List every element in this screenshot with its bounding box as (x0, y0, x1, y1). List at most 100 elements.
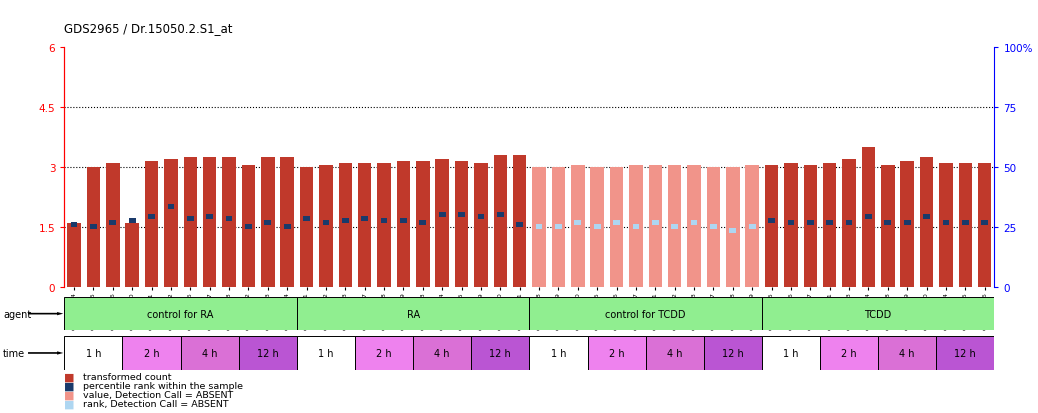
Bar (106, 163, 119, 287)
Text: agent: agent (3, 309, 31, 319)
Text: 1 h: 1 h (319, 348, 333, 358)
Bar (455, 161, 468, 287)
Bar (745, 165, 759, 287)
Bar (555, 225, 562, 230)
Text: control for TCDD: control for TCDD (605, 309, 686, 319)
Bar (807, 221, 814, 226)
Bar (297, 337, 355, 370)
Bar (323, 221, 329, 226)
Text: 2 h: 2 h (608, 348, 625, 358)
Bar (144, 161, 159, 287)
Text: RA: RA (407, 309, 419, 319)
Bar (497, 213, 503, 218)
Bar (225, 216, 233, 222)
Bar (862, 147, 875, 287)
Bar (707, 167, 720, 287)
Text: GDS2965 / Dr.15050.2.S1_at: GDS2965 / Dr.15050.2.S1_at (64, 22, 233, 35)
Bar (646, 337, 704, 370)
Bar (672, 225, 678, 230)
Text: 12 h: 12 h (490, 348, 511, 358)
Bar (710, 225, 717, 230)
Text: value, Detection Call = ABSENT: value, Detection Call = ABSENT (83, 390, 234, 399)
Bar (458, 213, 465, 218)
Bar (207, 215, 213, 220)
Bar (788, 221, 794, 226)
Bar (939, 163, 953, 287)
Bar (222, 157, 236, 287)
Bar (71, 223, 78, 228)
Bar (943, 221, 950, 226)
Bar (184, 157, 197, 287)
Bar (762, 337, 820, 370)
Bar (574, 221, 581, 226)
Bar (265, 221, 271, 226)
Bar (148, 215, 155, 220)
Bar (784, 163, 798, 287)
Bar (64, 297, 297, 330)
Bar (303, 216, 310, 222)
Bar (419, 221, 427, 226)
Bar (878, 337, 936, 370)
Bar (613, 221, 620, 226)
Bar (962, 221, 968, 226)
Bar (381, 218, 387, 224)
Bar (319, 165, 333, 287)
Bar (355, 337, 413, 370)
Bar (981, 221, 988, 226)
Bar (439, 213, 445, 218)
Text: 1 h: 1 h (784, 348, 798, 358)
Bar (202, 157, 217, 287)
Bar (126, 223, 139, 287)
Bar (187, 216, 194, 222)
Bar (342, 218, 349, 224)
Bar (820, 337, 878, 370)
Bar (261, 157, 275, 287)
Text: 2 h: 2 h (841, 348, 857, 358)
Bar (881, 165, 895, 287)
Text: percentile rank within the sample: percentile rank within the sample (83, 381, 243, 390)
Bar (493, 155, 508, 287)
Bar (474, 163, 488, 287)
Text: TCDD: TCDD (865, 309, 892, 319)
Text: 2 h: 2 h (143, 348, 160, 358)
Text: 12 h: 12 h (722, 348, 743, 358)
Bar (516, 223, 523, 228)
Bar (358, 163, 372, 287)
Text: transformed count: transformed count (83, 372, 171, 381)
Bar (536, 225, 543, 230)
Text: ■: ■ (64, 399, 75, 409)
Bar (361, 216, 368, 222)
Bar (435, 159, 449, 287)
Bar (300, 167, 313, 287)
Bar (978, 163, 991, 287)
Text: 2 h: 2 h (376, 348, 392, 358)
Bar (529, 337, 588, 370)
Bar (551, 167, 566, 287)
Text: time: time (3, 348, 25, 358)
Text: control for RA: control for RA (147, 309, 214, 319)
Bar (649, 165, 662, 287)
Bar (242, 165, 255, 287)
Bar (730, 228, 736, 234)
Bar (865, 215, 872, 220)
Bar (90, 225, 97, 230)
Bar (726, 167, 740, 287)
Bar (129, 218, 136, 224)
Bar (109, 221, 116, 226)
Bar (748, 225, 756, 230)
Bar (67, 223, 81, 287)
Bar (920, 157, 933, 287)
Bar (936, 337, 994, 370)
Bar (64, 337, 122, 370)
Bar (846, 221, 852, 226)
Bar (400, 218, 407, 224)
Bar (164, 159, 177, 287)
Text: 4 h: 4 h (435, 348, 449, 358)
Text: 4 h: 4 h (900, 348, 914, 358)
Bar (900, 161, 914, 287)
Bar (884, 221, 892, 226)
Bar (122, 337, 181, 370)
Bar (413, 337, 471, 370)
Bar (803, 165, 817, 287)
Text: 1 h: 1 h (551, 348, 566, 358)
